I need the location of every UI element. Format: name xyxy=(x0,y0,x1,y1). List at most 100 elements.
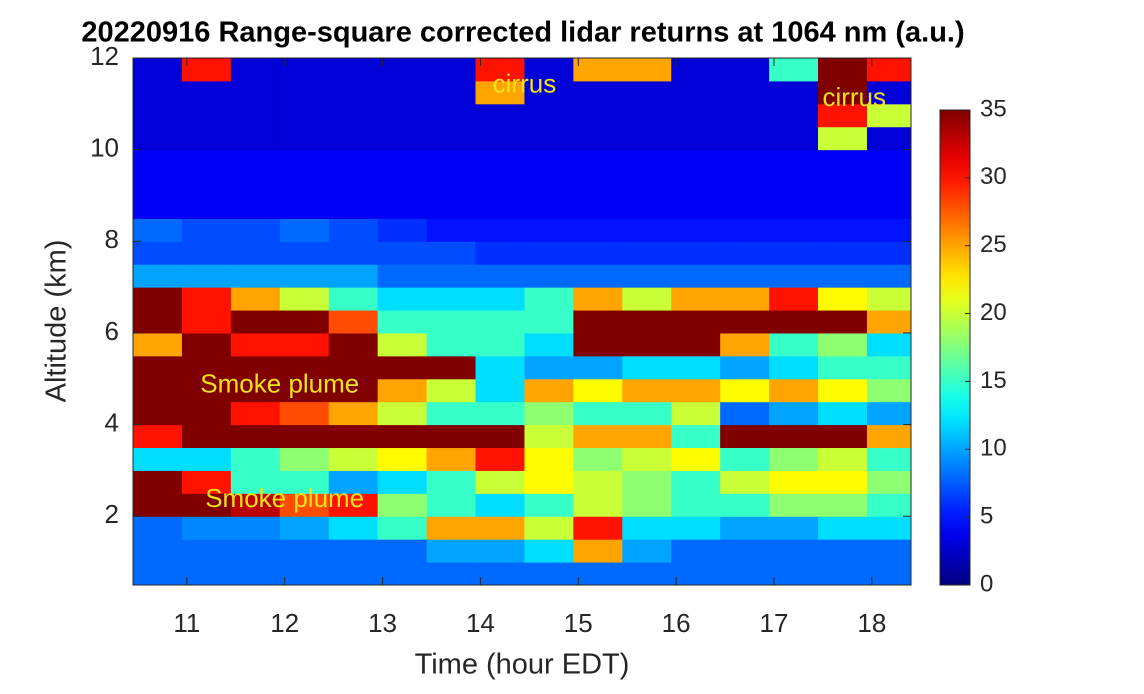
heatmap-cell xyxy=(573,80,623,105)
heatmap-cell xyxy=(181,401,232,426)
plot-frame xyxy=(132,57,912,586)
heatmap-cell xyxy=(671,264,721,288)
heatmap-cell xyxy=(866,241,911,265)
heatmap-cell xyxy=(524,287,574,311)
heatmap-cell xyxy=(720,172,770,196)
heatmap-cell xyxy=(622,172,672,196)
heatmap-cell xyxy=(426,264,477,288)
heatmap-cell xyxy=(622,218,672,242)
heatmap-cell xyxy=(818,58,868,82)
heatmap-cell xyxy=(230,401,281,426)
heatmap-cell xyxy=(133,493,183,517)
heatmap-cell xyxy=(622,562,672,585)
heatmap-cell xyxy=(524,401,574,426)
heatmap-cell xyxy=(671,149,721,174)
heatmap-cell xyxy=(426,80,477,105)
heatmap-cell xyxy=(426,378,477,403)
heatmap-cell xyxy=(769,332,819,357)
y-tick-label: 4 xyxy=(105,407,119,437)
heatmap-cell xyxy=(866,287,911,311)
heatmap-cell xyxy=(573,126,623,151)
heatmap-cell xyxy=(524,241,574,265)
heatmap-cell xyxy=(377,103,428,128)
heatmap-cell xyxy=(769,149,819,174)
heatmap-cell xyxy=(818,264,868,288)
heatmap-cell xyxy=(230,287,281,311)
colorbar-tick-label: 15 xyxy=(980,367,1007,394)
heatmap-cell xyxy=(181,562,232,585)
heatmap-cell xyxy=(328,58,379,82)
annotation: cirrus xyxy=(822,82,886,112)
heatmap-cell xyxy=(426,195,477,219)
heatmap-cell xyxy=(524,516,574,540)
heatmap-cell xyxy=(524,562,574,585)
heatmap-cell xyxy=(720,447,770,471)
heatmap-cell xyxy=(671,58,721,82)
heatmap-cell xyxy=(622,80,672,105)
heatmap-cell xyxy=(230,241,281,265)
heatmap-cell xyxy=(133,149,183,174)
heatmap-cell xyxy=(475,172,525,196)
heatmap-cell xyxy=(671,424,721,449)
y-axis-label: Altitude (km) xyxy=(41,240,73,403)
heatmap-cell xyxy=(279,149,330,174)
heatmap-cell xyxy=(524,58,574,82)
heatmap-cell xyxy=(866,310,911,334)
heatmap-cell xyxy=(622,310,672,334)
heatmap-cell xyxy=(671,126,721,151)
heatmap-cell xyxy=(573,58,623,82)
heatmap-cell xyxy=(818,332,868,357)
heatmap-cell xyxy=(426,241,477,265)
heatmap-cell xyxy=(230,470,281,494)
heatmap-cell xyxy=(573,355,623,380)
colorbar-tick-label: 5 xyxy=(980,502,993,529)
heatmap-cell xyxy=(769,287,819,311)
heatmap-cell xyxy=(181,310,232,334)
heatmap-cell xyxy=(279,126,330,151)
y-tick-label: 8 xyxy=(105,224,119,254)
heatmap-cell xyxy=(573,424,623,449)
heatmap-cell xyxy=(426,562,477,585)
heatmap-cell xyxy=(377,126,428,151)
heatmap-cell xyxy=(720,493,770,517)
heatmap-cell xyxy=(622,378,672,403)
heatmap-cell xyxy=(622,126,672,151)
heatmap-cell xyxy=(230,332,281,357)
heatmap-cell xyxy=(475,126,525,151)
heatmap-cell xyxy=(866,562,911,585)
heatmap-cell xyxy=(866,355,911,380)
heatmap-cell xyxy=(181,195,232,219)
heatmap-cell xyxy=(818,103,868,128)
heatmap-cell xyxy=(475,470,525,494)
heatmap-cell xyxy=(866,264,911,288)
heatmap-cell xyxy=(328,287,379,311)
heatmap-cell xyxy=(769,378,819,403)
heatmap-cell xyxy=(475,264,525,288)
heatmap-cell xyxy=(769,493,819,517)
heatmap-cell xyxy=(230,126,281,151)
heatmap-cell xyxy=(524,378,574,403)
heatmap-cell xyxy=(230,149,281,174)
y-tick-label: 10 xyxy=(90,133,119,163)
colorbar-tick-label: 35 xyxy=(980,95,1007,122)
heatmap-cell xyxy=(181,493,232,517)
heatmap-cell xyxy=(328,332,379,357)
heatmap-cell xyxy=(475,516,525,540)
heatmap-cell xyxy=(475,241,525,265)
heatmap-cell xyxy=(622,447,672,471)
y-tick-label: 2 xyxy=(105,499,119,529)
annotation: Smoke plume xyxy=(200,369,359,399)
heatmap-cell xyxy=(720,516,770,540)
heatmap-cell xyxy=(524,447,574,471)
heatmap-cell xyxy=(133,80,183,105)
heatmap-cell xyxy=(230,103,281,128)
heatmap-cell xyxy=(230,424,281,449)
heatmap-cell xyxy=(426,470,477,494)
heatmap-cell xyxy=(181,516,232,540)
heatmap-cell xyxy=(622,424,672,449)
heatmap-cell xyxy=(524,355,574,380)
heatmap-cell xyxy=(866,378,911,403)
heatmap-cell xyxy=(377,332,428,357)
heatmap-cell xyxy=(279,172,330,196)
heatmap-cell xyxy=(622,470,672,494)
